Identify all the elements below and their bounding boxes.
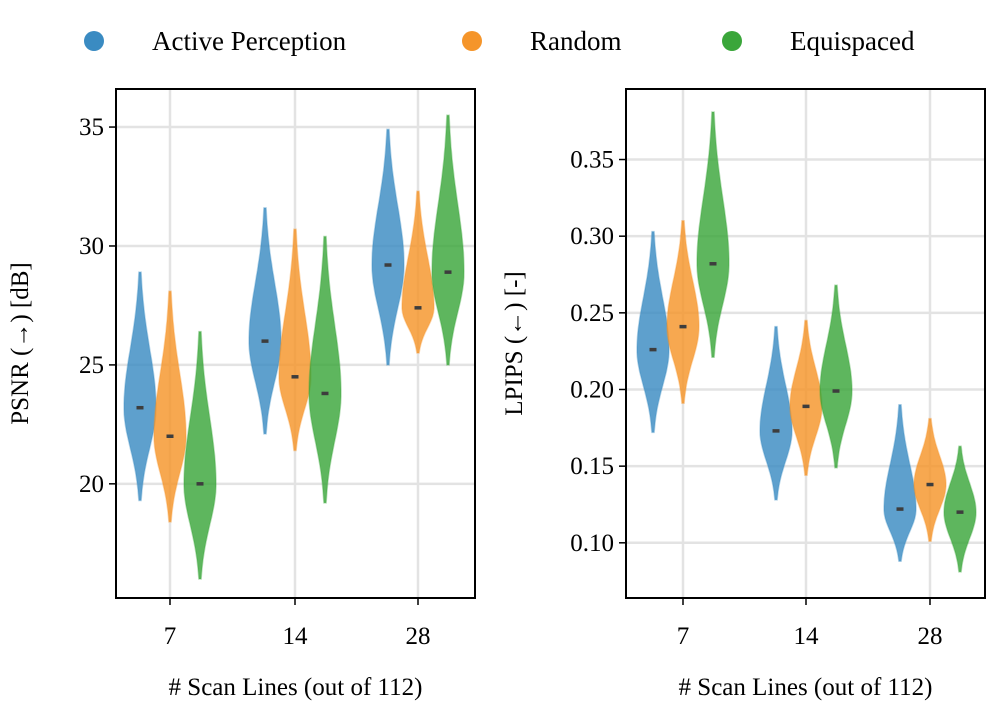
legend-item-equispaced: Equispaced [722,18,914,64]
lpips-ytick-label-0: 0.10 [570,530,614,557]
lpips-ytick-label-4: 0.30 [570,223,614,250]
lpips-ytick-label-2: 0.20 [570,376,614,403]
psnr-violin-active-perception-7 [123,271,157,502]
psnr-violin-active-perception-14 [248,207,282,435]
psnr-ytick-label-2: 30 [79,233,104,260]
psnr-violin-random-28 [401,190,435,354]
legend: Active Perception Random Equispaced [0,18,997,64]
psnr-violin-equispaced-28 [431,114,465,366]
psnr-ytick-label-3: 35 [79,114,104,141]
lpips-violin-active-perception-7 [636,230,670,434]
lpips-ytick-label-1: 0.15 [570,453,614,480]
lpips-ytick-label-5: 0.35 [570,147,614,174]
lpips-violin-equispaced-7 [696,111,730,359]
lpips-ytick-label-3: 0.25 [570,300,614,327]
legend-label-equispaced: Equispaced [790,25,915,56]
psnr-y-axis-label: PSNR (→) [dB] [7,262,34,425]
legend-marker-active-perception [84,31,104,51]
legend-label-active-perception: Active Perception [152,25,347,56]
psnr-xtick-label-7: 7 [164,623,177,650]
lpips-violin-equispaced-28 [943,445,977,573]
lpips-violin-active-perception-14 [759,325,793,501]
legend-item-random: Random [462,18,622,64]
lpips-xtick-label-28: 28 [918,623,943,650]
psnr-x-axis-label: # Scan Lines (out of 112) [169,674,423,701]
psnr-xtick-label-14: 14 [283,623,309,650]
psnr-violin-equispaced-7 [183,330,217,580]
lpips-violin-random-28 [913,417,947,543]
psnr-violin-random-7 [153,290,187,523]
legend-item-active-perception: Active Perception [84,18,346,64]
psnr-ytick-label-0: 20 [79,471,104,498]
psnr-violin-active-perception-28 [371,128,405,366]
legend-marker-random [462,31,482,51]
lpips-violin-random-7 [666,220,700,405]
psnr-xtick-label-28: 28 [406,623,431,650]
lpips-xtick-label-7: 7 [677,623,690,650]
legend-label-random: Random [530,25,622,56]
psnr-ytick-label-1: 25 [79,352,104,379]
lpips-xtick-label-14: 14 [794,623,820,650]
lpips-violin-active-perception-28 [883,404,917,562]
lpips-y-axis-label: LPIPS (←) [-] [501,271,528,415]
legend-marker-equispaced [722,31,742,51]
lpips-violin-equispaced-14 [819,284,853,469]
psnr-violin-random-14 [278,228,312,452]
lpips-x-axis-label: # Scan Lines (out of 112) [679,674,933,701]
psnr-violin-equispaced-14 [308,235,342,504]
lpips-violin-random-14 [789,319,823,477]
